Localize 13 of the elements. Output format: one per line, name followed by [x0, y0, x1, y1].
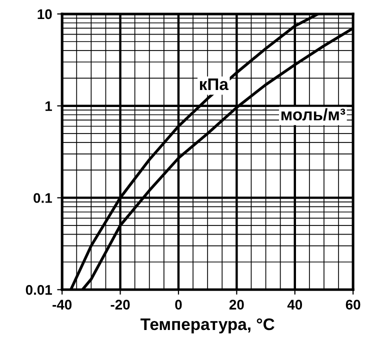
x-tick-label: -20 [110, 300, 130, 310]
series-label: моль/м³ [281, 108, 346, 121]
x-tick-label: 0 [175, 300, 182, 310]
x-axis-title: Температура, °C [140, 318, 274, 334]
x-tick-label: 60 [346, 300, 360, 310]
y-tick-label: 0.01 [26, 285, 52, 295]
y-tick-label: 10 [38, 9, 52, 20]
y-tick-label: 0.1 [34, 193, 52, 203]
x-tick-label: -40 [52, 300, 72, 310]
x-tick-label: 20 [229, 300, 244, 310]
x-tick-label: 40 [287, 300, 302, 310]
y-tick-label: 1 [46, 101, 52, 111]
series-label: кПа [200, 78, 229, 90]
